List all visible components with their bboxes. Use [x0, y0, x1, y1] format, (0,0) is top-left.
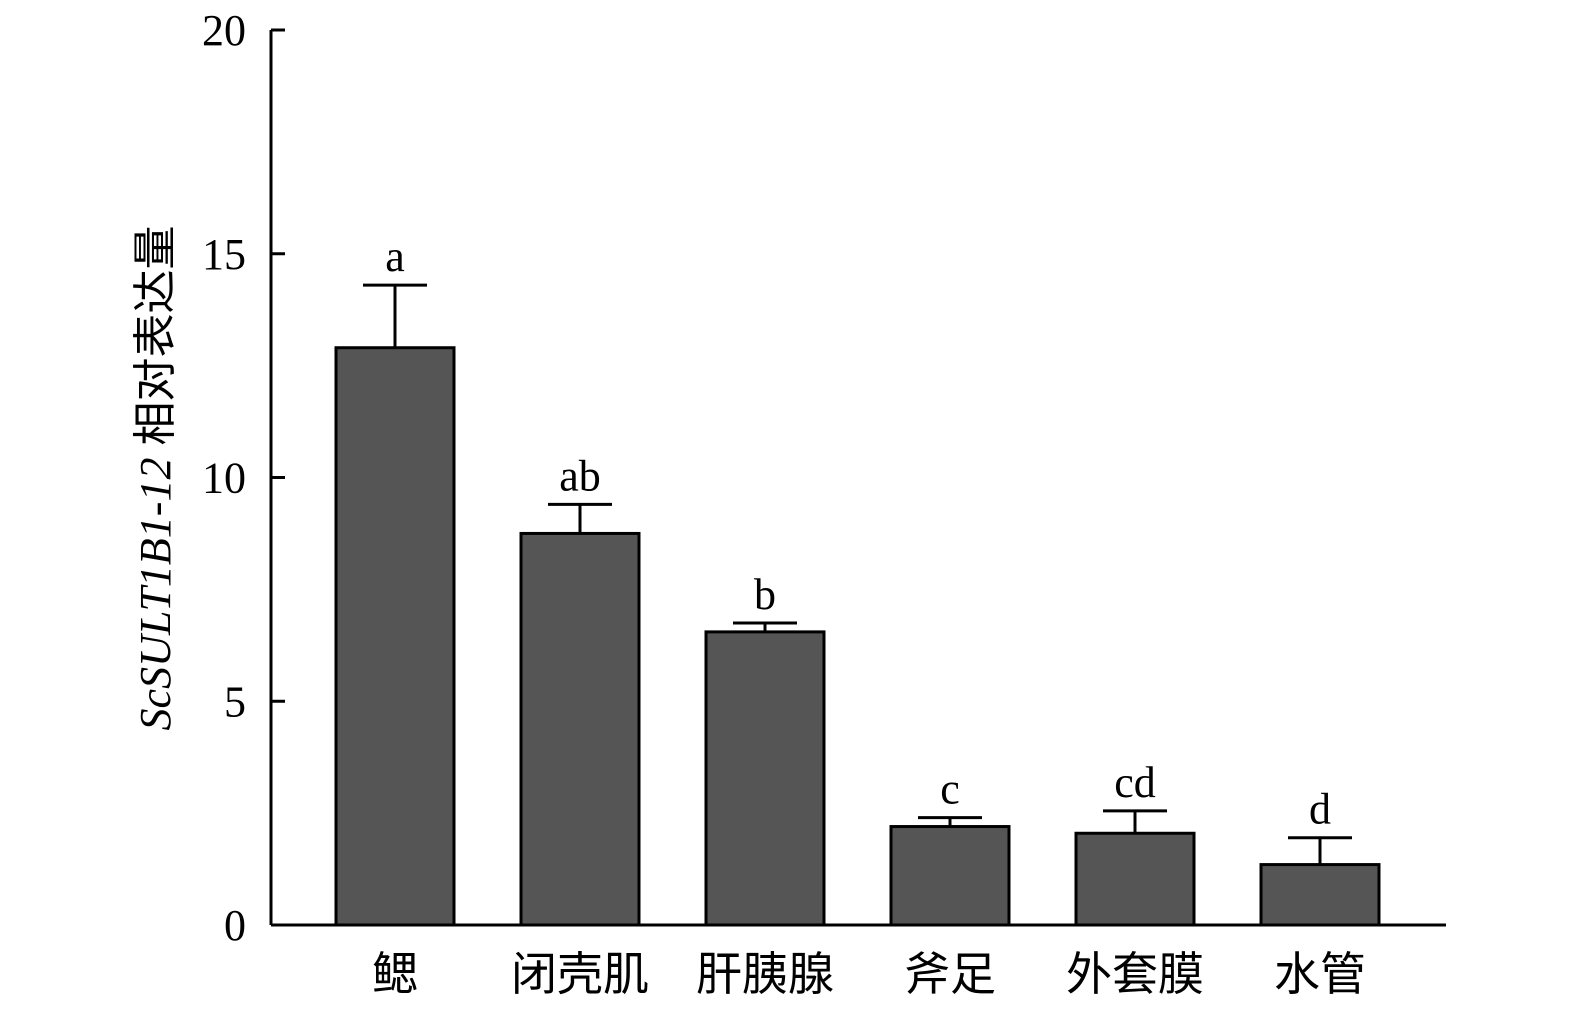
x-tick-label: 外套膜: [1066, 949, 1204, 1000]
significance-label: c: [940, 765, 960, 814]
y-tick-label: 5: [224, 677, 246, 726]
y-tick-label: 20: [202, 6, 246, 55]
y-axis-label-text: 相对表达量: [131, 226, 180, 446]
y-tick-label: 15: [202, 230, 246, 279]
labels-layer: a 鳃 ab 闭壳肌 b 肝胰腺 c 斧足 cd 外套膜 d 水管 0 5 10 15 20: [202, 6, 1366, 1000]
significance-label: ab: [559, 451, 601, 500]
significance-label: a: [385, 232, 405, 281]
bar: [334, 346, 456, 927]
y-tick-label: 0: [224, 901, 246, 950]
axes-layer: [269, 28, 1446, 927]
x-tick-label: 肝胰腺: [696, 949, 834, 1000]
significance-label: cd: [1114, 758, 1156, 807]
significance-label: d: [1309, 785, 1331, 834]
y-axis-label-gene: ScSULT1B1-12: [131, 458, 180, 731]
bar: [1259, 863, 1381, 927]
x-tick-label: 水管: [1274, 949, 1366, 1000]
significance-label: b: [754, 570, 776, 619]
bar: [519, 531, 641, 927]
bars-layer: [334, 283, 1381, 927]
x-tick-label: 斧足: [904, 949, 996, 1000]
x-tick-label: 鳃: [372, 949, 418, 1000]
bar: [889, 825, 1011, 927]
x-tick-label: 闭壳肌: [511, 949, 649, 1000]
bar: [704, 630, 826, 927]
y-tick-label: 10: [202, 454, 246, 503]
y-axis-label: ScSULT1B1-12 相对表达量: [131, 226, 180, 731]
bar: [1074, 831, 1196, 927]
